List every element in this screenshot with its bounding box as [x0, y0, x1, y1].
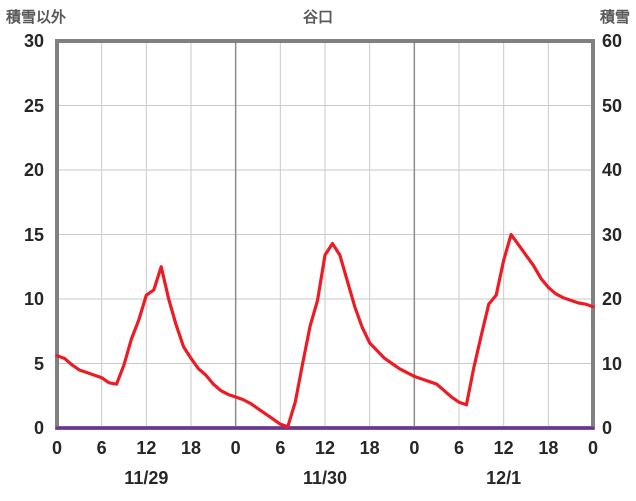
right-axis-tick-label: 50 [602, 95, 623, 116]
left-axis-title: 積雪以外 [6, 9, 67, 26]
x-axis-tick-label: 6 [96, 438, 107, 458]
left-axis-tick-label: 10 [23, 289, 44, 309]
right-axis-tick-label: 10 [602, 353, 623, 374]
x-axis-date-label: 11/29 [124, 468, 169, 488]
chart-title: 谷口 [302, 9, 333, 26]
left-axis-tick-label: 30 [23, 31, 44, 51]
series-line-1 [55, 232, 595, 429]
right-axis-tick-label: 20 [602, 289, 623, 309]
x-axis-tick-label: 12 [136, 438, 157, 458]
right-axis-tick-label: 30 [602, 224, 623, 245]
x-axis-tick-label: 0 [51, 438, 62, 458]
x-axis-tick-label: 12 [493, 438, 514, 458]
left-axis-tick-label: 20 [23, 160, 44, 180]
x-axis-tick-label: 12 [314, 438, 336, 458]
left-axis-tick-label: 25 [23, 95, 44, 116]
left-axis-tick-label: 5 [33, 353, 44, 374]
x-axis-tick-label: 18 [538, 438, 559, 458]
x-axis-date-label: 11/30 [302, 468, 348, 488]
x-axis-tick-label: 0 [587, 438, 598, 458]
x-axis-tick-label: 0 [230, 438, 241, 458]
x-axis-tick-label: 18 [180, 438, 202, 458]
x-axis-tick-label: 6 [453, 438, 464, 458]
x-axis-date-label: 12/1 [486, 468, 522, 488]
right-axis-tick-label: 0 [602, 418, 613, 438]
x-axis-tick-label: 6 [275, 438, 286, 458]
right-axis-tick-label: 60 [602, 31, 623, 51]
x-axis-tick-label: 0 [409, 438, 420, 458]
x-axis-tick-label: 18 [359, 438, 380, 458]
right-axis-title: 積雪 [599, 9, 630, 26]
left-axis-tick-label: 0 [33, 418, 44, 438]
left-axis-tick-label: 15 [23, 224, 44, 245]
right-axis-tick-label: 40 [602, 160, 623, 180]
